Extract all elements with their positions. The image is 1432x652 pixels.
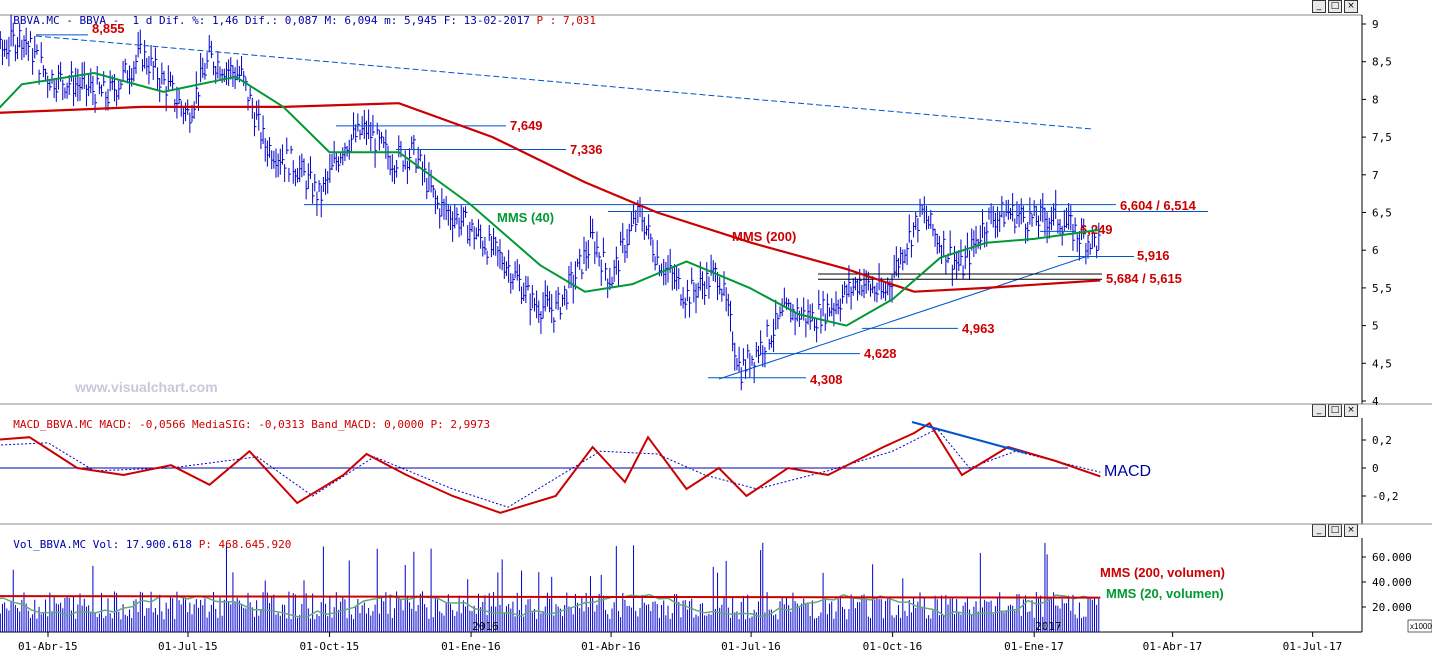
mms200-line xyxy=(0,102,1101,293)
price-panel-header: BBVA.MC - BBVA - 1 d Dif. %: 1,46 Dif.: … xyxy=(0,0,1362,27)
vol-mms200-label: MMS (200, volumen) xyxy=(1100,565,1225,580)
price-bars xyxy=(0,14,1101,391)
level-label: 7,336 xyxy=(570,142,603,157)
mms40-label: MMS (40) xyxy=(497,210,554,225)
price-y-tick-label: 7 xyxy=(1372,169,1379,182)
price-y-tick-label: 4 xyxy=(1372,395,1379,408)
mms200-label: MMS (200) xyxy=(732,229,796,244)
price-y-tick-label: 5,5 xyxy=(1372,282,1392,295)
level-label: 5,684 / 5,615 xyxy=(1106,271,1182,286)
volume-unit-box xyxy=(1407,619,1432,633)
maximize-button[interactable]: □ xyxy=(1328,404,1342,417)
year-marker: 2017 xyxy=(1035,620,1062,633)
x-tick-label: 01-Jul-15 xyxy=(158,640,218,652)
uptrend-line xyxy=(718,255,1089,380)
price-y-ticks: 9 8,5 8 7,5 7 6,5 6 5,5 5 4,5 4 xyxy=(1362,18,1392,408)
volume-y-tick-label: 60.000 xyxy=(1372,551,1412,564)
volume-bars xyxy=(0,542,1100,632)
volume-y-ticks: 60.000 40.000 20.000 xyxy=(1362,551,1412,614)
macd-y-tick-label: 0 xyxy=(1372,462,1379,475)
macd-line xyxy=(0,421,1101,514)
level-label: 5,916 xyxy=(1137,248,1170,263)
macd-divergence-line xyxy=(911,421,1027,454)
price-y-tick-label: 6 xyxy=(1372,244,1379,257)
maximize-button[interactable]: □ xyxy=(1328,524,1342,537)
x-tick-label: 01-Ene-16 xyxy=(441,640,501,652)
level-label: 4,308 xyxy=(810,372,843,387)
x-tick-label: 01-Oct-15 xyxy=(300,640,360,652)
macd-y-tick-label: -0,2 xyxy=(1372,490,1399,503)
macd-window-controls: _ □ × xyxy=(1312,404,1358,417)
macd-signal-line xyxy=(0,428,1101,508)
macd-label: MACD xyxy=(1104,463,1151,480)
vol-mms200-line xyxy=(0,595,1101,599)
vol-mms20-line xyxy=(0,593,1093,618)
watermark: www.visualchart.com xyxy=(74,379,218,395)
x-tick-label: 01-Oct-16 xyxy=(863,640,923,652)
macd-panel-header: MACD_BBVA.MC MACD: -0,0566 MediaSIG: -0,… xyxy=(0,404,1362,431)
macd-lines xyxy=(0,421,1101,514)
price-window-controls: _ □ × xyxy=(1312,0,1358,13)
x-tick-label: 01-Ene-17 xyxy=(1004,640,1064,652)
close-button[interactable]: × xyxy=(1344,404,1358,417)
macd-y-tick-label: 0,2 xyxy=(1372,434,1392,447)
x-tick-label: 01-Jul-16 xyxy=(721,640,781,652)
price-header-ticker: BBVA.MC - BBVA - xyxy=(13,14,120,27)
level-label: 8,855 xyxy=(92,21,125,36)
x-tick-label: 01-Abr-17 xyxy=(1143,640,1203,652)
price-y-tick-label: 9 xyxy=(1372,18,1379,31)
macd-y-ticks: 0,2 0 -0,2 xyxy=(1362,434,1399,503)
price-y-tick-label: 6,5 xyxy=(1372,207,1392,220)
moving-average-lines xyxy=(0,71,1101,327)
volume-panel-header: Vol_BBVA.MC Vol: 17.900.618 P: 468.645.9… xyxy=(0,524,1362,551)
level-label: 7,649 xyxy=(510,118,543,133)
x-tick-label: 01-Jul-17 xyxy=(1283,640,1343,652)
price-overlays xyxy=(35,35,1093,380)
price-y-tick-label: 5 xyxy=(1372,320,1379,333)
level-label: 4,963 xyxy=(962,321,995,336)
level-label: 6,604 / 6,514 xyxy=(1120,198,1197,213)
vol-mms20-label: MMS (20, volumen) xyxy=(1106,586,1224,601)
price-y-tick-label: 7,5 xyxy=(1372,131,1392,144)
minimize-button[interactable]: _ xyxy=(1312,0,1326,13)
x-tick-label: 01-Abr-16 xyxy=(581,640,641,652)
price-y-tick-label: 4,5 xyxy=(1372,357,1392,370)
price-y-tick-label: 8,5 xyxy=(1372,56,1392,69)
price-header-info: 1 d Dif. %: 1,46 Dif.: 0,087 M: 6,094 m:… xyxy=(132,14,530,27)
level-label: 4,628 xyxy=(864,346,897,361)
x-axis-ticks: 01-Abr-15 01-Jul-15 01-Oct-15 01-Ene-16 01-A… xyxy=(18,620,1342,652)
macd-header-text: MACD_BBVA.MC MACD: -0,0566 MediaSIG: -0,… xyxy=(13,418,424,431)
volume-window-controls: _ □ × xyxy=(1312,524,1358,537)
mms40-line xyxy=(0,71,1101,327)
volume-header-last: P: 468.645.920 xyxy=(198,538,292,551)
close-button[interactable]: × xyxy=(1344,0,1358,13)
maximize-button[interactable]: □ xyxy=(1328,0,1342,13)
x-tick-label: 01-Abr-15 xyxy=(18,640,78,652)
price-y-tick-label: 8 xyxy=(1372,93,1379,106)
macd-header-last: P: 2,9973 xyxy=(430,418,491,431)
price-header-last: P : 7,031 xyxy=(536,14,597,27)
volume-ma-lines xyxy=(0,593,1101,618)
volume-header-text: Vol_BBVA.MC Vol: 17.900.618 xyxy=(13,538,193,551)
volume-y-tick-label: 20.000 xyxy=(1372,601,1412,614)
year-marker: 2016 xyxy=(472,620,499,633)
volume-y-tick-label: 40.000 xyxy=(1372,576,1412,589)
downtrend-line xyxy=(35,35,1093,130)
volume-unit: x1000 xyxy=(1410,622,1432,631)
